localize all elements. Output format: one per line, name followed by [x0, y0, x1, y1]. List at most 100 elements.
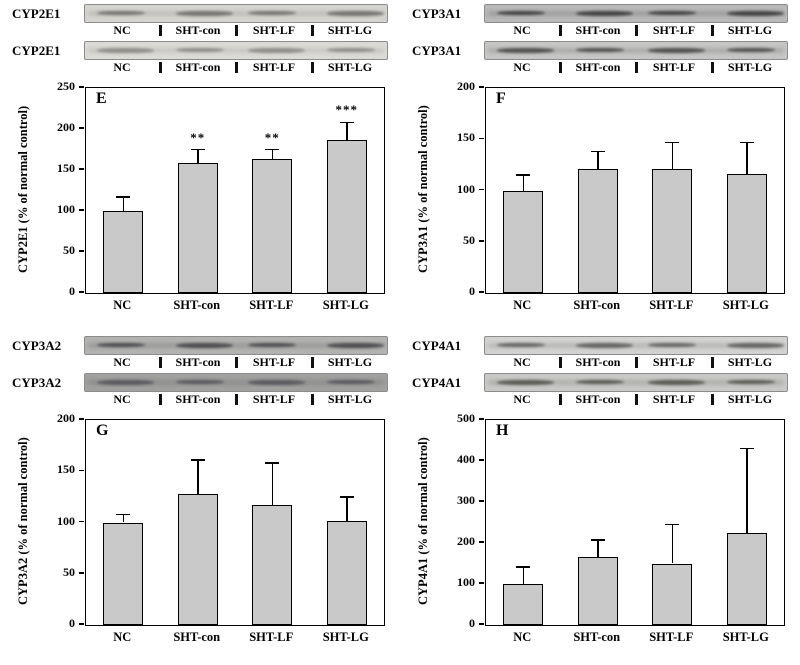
error-bar-cap	[339, 121, 354, 124]
blot-row: CYP3A1	[400, 3, 800, 23]
y-tick-mark	[79, 209, 84, 211]
y-tick-label: 200	[457, 79, 475, 93]
blot-band	[497, 343, 546, 347]
error-bar	[671, 524, 673, 564]
significance-label: **	[264, 129, 280, 145]
blot-row: CYP3A2	[0, 372, 400, 392]
blot-row: CYP2E1	[0, 40, 400, 60]
lane-separator-icon	[711, 25, 714, 36]
y-tick-label: 100	[457, 181, 475, 196]
lane-label: SHT-con	[175, 392, 221, 406]
error-bar-cap	[516, 566, 531, 568]
lane-separator-icon	[159, 357, 162, 368]
y-tick-mark	[479, 240, 484, 242]
blot-band	[248, 343, 297, 347]
blot-band	[575, 11, 633, 16]
blot-lane-row: NC SHT-con SHT-LF SHT-LG	[484, 355, 788, 370]
blot-band	[97, 343, 146, 347]
lane-cell: SHT-LF	[635, 60, 712, 75]
y-axis-label: CYP2E1 (% of normal control)	[16, 105, 30, 274]
error-bar	[746, 448, 748, 533]
error-bar-cap	[190, 148, 205, 151]
error-bar-cap	[116, 513, 131, 516]
lane-label: SHT-LF	[252, 23, 296, 37]
blot-smear	[88, 49, 384, 52]
lane-separator-icon	[159, 394, 162, 405]
y-tick-mark	[79, 520, 84, 523]
lane-label: SHT-LF	[652, 355, 696, 369]
lane-label: NC	[113, 355, 131, 369]
lane-cell: SHT-LG	[311, 392, 388, 407]
y-tick-mark	[479, 291, 484, 293]
blot-band	[648, 343, 697, 347]
blot-band	[575, 343, 633, 348]
y-tick-label: 500	[457, 411, 475, 425]
y-tick-mark	[79, 418, 84, 420]
lane-label: SHT-LG	[727, 60, 773, 74]
y-tick-label: 300	[457, 493, 475, 507]
y-tick-label: 200	[57, 411, 75, 425]
x-category-label: SHT-con	[573, 298, 621, 312]
blot-lane-row: NC SHT-con SHT-LF SHT-LG	[484, 23, 788, 38]
blot-band	[175, 48, 224, 52]
blot-band	[326, 380, 375, 384]
lane-label: NC	[113, 60, 131, 74]
lane-label: SHT-con	[175, 60, 221, 74]
lane-label: SHT-con	[575, 60, 621, 74]
bar	[326, 521, 367, 625]
y-axis-label: CYP3A1 (% of normal control)	[416, 105, 430, 274]
bar	[652, 563, 693, 625]
lane-label: SHT-LF	[652, 23, 696, 37]
blot-band	[497, 11, 546, 15]
lane-cell: SHT-con	[159, 23, 236, 38]
error-bar-cap	[516, 174, 531, 176]
lane-cell: NC	[84, 23, 160, 38]
x-category-label: SHT-LF	[249, 298, 294, 312]
lane-separator-icon	[711, 62, 714, 73]
lane-label: SHT-LF	[252, 355, 296, 369]
lane-cell: SHT-LF	[635, 23, 712, 38]
error-bar-cap	[590, 539, 605, 541]
y-tick-mark	[79, 623, 84, 625]
blot-strip-image	[84, 373, 388, 392]
panel-cyp3a1: CYP3A1 NC SHT-con SHT-LF SHT-LG CYP3A1 NC SHT-c…	[400, 0, 800, 332]
bar	[503, 190, 544, 293]
chart-cyp3a2: CYP3A2 (% of normal control) G 0 50 100 150 20…	[0, 409, 400, 659]
blot-lane-row: NC SHT-con SHT-LF SHT-LG	[484, 392, 788, 407]
bar	[652, 168, 693, 293]
blot-band	[326, 48, 375, 52]
blot-block-cyp2e1: CYP2E1 NC SHT-con SHT-LF SHT-LG CYP2E1 NC SHT-c…	[0, 0, 400, 75]
blot-protein-label: CYP3A1	[412, 5, 462, 21]
lane-cell: SHT-LF	[235, 392, 312, 407]
bar	[177, 162, 218, 293]
blot-band	[97, 380, 155, 385]
y-tick-mark	[479, 188, 484, 191]
x-category-label: SHT-LF	[649, 298, 694, 312]
lane-separator-icon	[635, 62, 638, 73]
x-category-label: SHT-LG	[322, 298, 369, 312]
blot-band	[497, 48, 555, 53]
error-bar	[122, 514, 124, 523]
blot-smear	[488, 381, 784, 384]
chart-cyp3a1: CYP3A1 (% of normal control) F 0 50 100 150 20…	[400, 77, 800, 327]
y-tick-label: 400	[457, 452, 475, 466]
blot-block-cyp4a1: CYP4A1 NC SHT-con SHT-LF SHT-LG CYP4A1 NC SHT-c…	[400, 332, 800, 407]
error-bar	[522, 175, 524, 191]
error-bar-cap	[739, 141, 754, 144]
x-category-label: SHT-con	[173, 298, 221, 312]
y-tick-label: 0	[69, 284, 75, 298]
lane-cell: SHT-LG	[311, 355, 388, 370]
x-category-label: SHT-LG	[722, 298, 769, 312]
lane-separator-icon	[635, 25, 638, 36]
blot-lane-row: NC SHT-con SHT-LF SHT-LG	[84, 355, 388, 370]
lane-label: NC	[513, 23, 531, 37]
blot-row: CYP4A1	[400, 372, 800, 392]
blot-protein-label: CYP2E1	[12, 5, 61, 21]
plot-area: E ** ** ***	[85, 87, 385, 294]
lane-separator-icon	[235, 357, 238, 368]
lane-cell: SHT-con	[159, 392, 236, 407]
lane-label: SHT-LG	[327, 392, 373, 406]
lane-label: SHT-LG	[327, 355, 373, 369]
x-category-label: NC	[513, 298, 532, 312]
blot-lane-row: NC SHT-con SHT-LF SHT-LG	[84, 23, 388, 38]
